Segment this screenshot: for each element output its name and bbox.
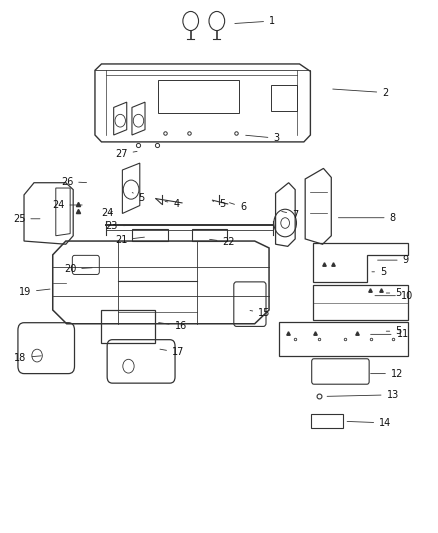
Text: 5: 5 (132, 192, 145, 203)
Text: 23: 23 (106, 221, 133, 231)
Text: 25: 25 (13, 214, 40, 224)
Text: 13: 13 (327, 390, 399, 400)
Bar (158, 80, 239, 113)
Bar (132, 229, 168, 241)
Text: 6: 6 (230, 202, 246, 212)
Text: 5: 5 (372, 267, 386, 277)
Text: 11: 11 (371, 329, 409, 340)
Text: 12: 12 (371, 369, 403, 378)
Text: 5: 5 (386, 326, 402, 336)
Text: 1: 1 (235, 16, 275, 26)
Text: 15: 15 (250, 308, 271, 318)
Text: 18: 18 (14, 353, 41, 362)
Bar (311, 415, 343, 428)
Text: 26: 26 (61, 176, 87, 187)
Text: 9: 9 (378, 255, 409, 265)
Text: 10: 10 (375, 290, 413, 301)
Text: 22: 22 (209, 237, 235, 247)
Bar (271, 85, 297, 111)
Text: 17: 17 (160, 348, 184, 358)
Text: 5: 5 (213, 199, 225, 209)
Text: 3: 3 (246, 133, 279, 143)
Text: 16: 16 (159, 321, 187, 331)
Text: 4: 4 (165, 199, 180, 209)
Text: 5: 5 (386, 288, 402, 298)
Text: 21: 21 (115, 235, 145, 245)
Text: 7: 7 (282, 209, 298, 220)
Text: 24: 24 (102, 208, 114, 219)
Text: 8: 8 (339, 213, 396, 223)
Text: 2: 2 (333, 87, 389, 98)
Text: 19: 19 (19, 287, 50, 297)
Text: 27: 27 (115, 149, 137, 159)
Text: 20: 20 (64, 264, 92, 274)
Bar (192, 229, 227, 241)
Text: 14: 14 (347, 418, 392, 428)
Text: 24: 24 (52, 200, 82, 210)
